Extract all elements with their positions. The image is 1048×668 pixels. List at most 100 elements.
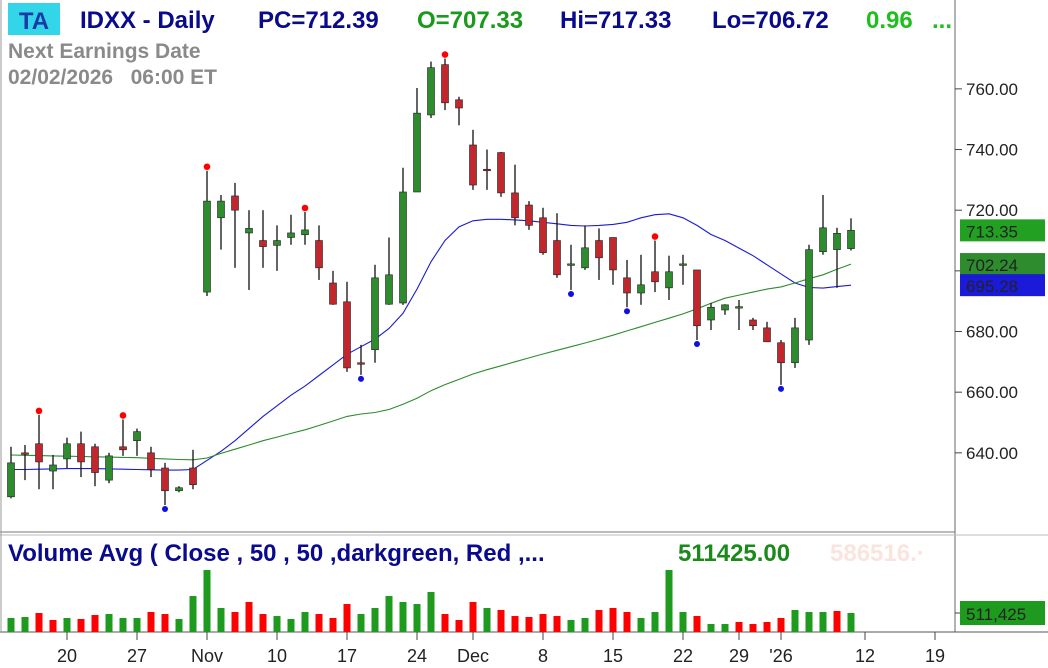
volume-value: 511425.00 <box>678 540 790 567</box>
pivot-low <box>568 290 574 297</box>
volume-bar <box>189 596 197 632</box>
close-last-box <box>960 219 1045 242</box>
volume-bar <box>665 570 673 632</box>
volume-bar <box>273 616 281 632</box>
x-tick-label: 29 <box>729 646 749 666</box>
volume-bar <box>343 604 351 632</box>
volume-bar <box>693 616 701 632</box>
candle-body <box>469 144 477 186</box>
candle-body <box>511 192 519 219</box>
volume-bar <box>35 613 43 632</box>
x-tick-label: 12 <box>855 646 875 666</box>
volume-bar <box>833 611 841 632</box>
ma-last-box <box>960 274 1045 297</box>
header-field: Lo=706.72 <box>712 7 829 34</box>
candle-body <box>287 232 295 238</box>
candle-body <box>763 327 771 343</box>
x-tick-label: 15 <box>603 646 623 666</box>
x-tick-label: 27 <box>127 646 147 666</box>
volume-bar <box>595 609 603 632</box>
volume-title: Volume Avg ( Close , 50 , 50 ,darkgreen,… <box>8 540 545 567</box>
header-field: 0.96 <box>866 7 913 34</box>
pivot-high <box>119 412 127 419</box>
volume-bar <box>441 614 449 632</box>
candle-body <box>665 271 673 289</box>
candle-body <box>497 152 505 194</box>
volume-bar <box>371 607 379 632</box>
candle-body <box>49 464 57 472</box>
volume-bar <box>581 617 589 632</box>
volume-bar <box>203 570 211 632</box>
candle-body <box>161 467 169 492</box>
candle-body <box>539 217 547 253</box>
volume-bar <box>763 622 771 632</box>
pivot-low <box>778 385 784 392</box>
candle-body <box>175 487 183 492</box>
candle-body <box>217 200 225 219</box>
volume-bar <box>721 624 729 632</box>
volume-bar <box>749 624 757 632</box>
volume-last-label: 511,425 <box>966 605 1026 624</box>
candle-body <box>189 467 197 485</box>
volume-bar <box>133 617 141 632</box>
volume-bar <box>77 618 85 632</box>
volume-bar <box>161 614 169 632</box>
candle-body <box>301 229 309 236</box>
pivot-high <box>35 407 43 415</box>
candle-body <box>553 240 561 276</box>
x-tick-label: 8 <box>538 646 548 666</box>
pivot-low <box>358 375 364 382</box>
candle-body <box>819 227 827 253</box>
volume-bar <box>301 612 309 632</box>
candle-body <box>525 204 533 226</box>
volume-bar <box>651 612 659 632</box>
x-tick-label: Dec <box>457 646 489 666</box>
candle-body <box>833 232 841 250</box>
x-tick-label: 24 <box>407 646 427 666</box>
candle-body <box>581 247 589 269</box>
badge-box <box>8 3 60 35</box>
candle-body <box>343 301 351 369</box>
x-tick-label: 19 <box>925 646 945 666</box>
volume-last-box <box>960 600 1045 625</box>
volume-bar <box>175 618 183 632</box>
x-tick-label: 17 <box>337 646 357 666</box>
volume-bar <box>21 616 29 632</box>
candle-body <box>371 277 379 351</box>
volume-bar <box>511 616 519 632</box>
candle-body <box>231 195 239 211</box>
candle-body <box>385 274 393 305</box>
annotation: 02/02/2026 06:00 ET <box>8 66 217 89</box>
volume-bar <box>357 614 365 632</box>
candle-body <box>35 443 43 463</box>
annotation: Next Earnings Date <box>8 40 201 63</box>
volume-bar <box>791 609 799 632</box>
volume-bar <box>805 612 813 632</box>
volume-bar <box>637 617 645 632</box>
volume-bar <box>413 604 421 632</box>
volume-bar <box>105 614 113 632</box>
volume-bar <box>287 618 295 632</box>
y-tick-label: 660.00 <box>966 383 1018 402</box>
volume-bar <box>609 607 617 632</box>
candle-body <box>805 249 813 341</box>
volume-bar <box>777 617 785 632</box>
header-field: PC=712.39 <box>258 7 379 34</box>
candle-body <box>259 240 267 247</box>
candle-body <box>245 228 253 234</box>
candle-body <box>203 200 211 293</box>
candle-body <box>483 168 491 172</box>
volume-bar <box>315 614 323 632</box>
candle-body <box>749 319 757 327</box>
candle-body <box>455 99 463 109</box>
header-field: Hi=717.33 <box>560 7 671 34</box>
volume-bar <box>91 615 99 632</box>
x-tick-label: 20 <box>57 646 77 666</box>
volume-bar <box>847 612 855 632</box>
candle-body <box>63 443 71 460</box>
y-tick-label: 640.00 <box>966 444 1018 463</box>
candle-body <box>133 431 141 442</box>
candle-body <box>427 67 435 116</box>
